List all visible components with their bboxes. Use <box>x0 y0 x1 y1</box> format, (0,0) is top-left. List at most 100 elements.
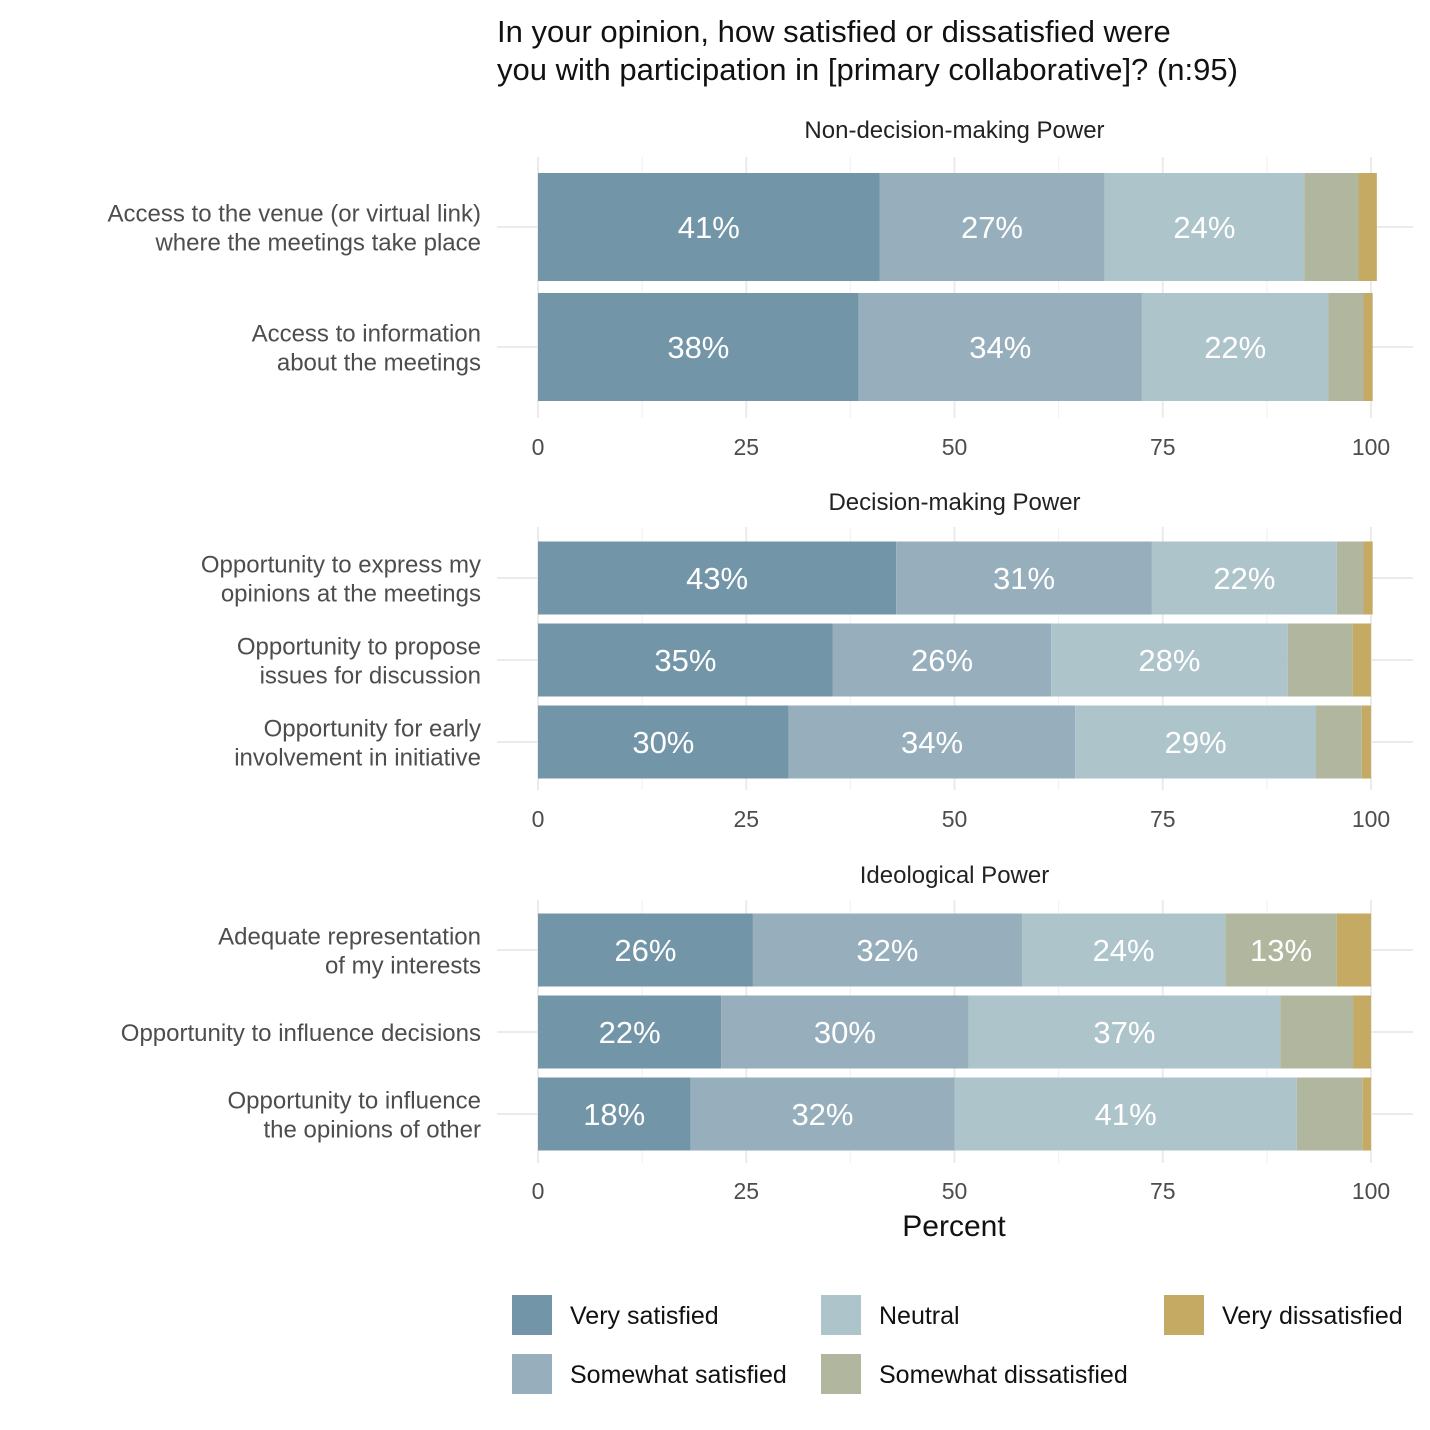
bar-segment-very-dissatisfied <box>1353 995 1371 1069</box>
x-tick-label: 25 <box>733 806 759 832</box>
bar-value-label: 43% <box>686 561 748 596</box>
facet-title: Ideological Power <box>860 862 1049 889</box>
category-label: where the meetings take place <box>154 230 481 257</box>
bar-value-label: 34% <box>969 330 1031 365</box>
category-label: the opinions of other <box>264 1117 482 1144</box>
legend-label: Very satisfied <box>570 1302 719 1330</box>
bar-segment-somewhat-dissatisfied <box>1280 995 1354 1069</box>
bar-segment-very-satisfied <box>538 623 833 697</box>
chart-title-line-1: In your opinion, how satisfied or dissat… <box>497 14 1171 49</box>
bar-value-label: 37% <box>1093 1015 1155 1050</box>
bar-segment-very-satisfied <box>538 995 722 1069</box>
facets: Non-decision-making Power 41% 27% 24% Access… <box>108 117 1413 1204</box>
x-tick-label: 75 <box>1150 806 1176 832</box>
bar-row: 43% 31% 22% <box>538 541 1373 615</box>
bar-segment-somewhat-dissatisfied <box>1296 1077 1363 1151</box>
bar-row: 41% 27% 24% <box>538 173 1377 281</box>
legend: Very satisfied Somewhat satisfied Neutral S… <box>512 1295 1403 1394</box>
x-tick-label: 100 <box>1352 1178 1390 1204</box>
bar-value-label: 31% <box>993 561 1055 596</box>
category-label: of my interests <box>325 953 481 980</box>
x-tick-label: 25 <box>733 434 759 460</box>
legend-swatch <box>512 1354 552 1394</box>
bar-segment-somewhat-satisfied <box>896 541 1152 615</box>
x-tick-label: 100 <box>1352 434 1390 460</box>
bar-segment-very-dissatisfied <box>1362 1077 1371 1151</box>
facet-title: Decision-making Power <box>828 489 1080 516</box>
legend-label: Neutral <box>879 1302 960 1330</box>
bar-row: 35% 26% 28% <box>538 623 1371 697</box>
x-tick-label: 50 <box>942 806 968 832</box>
bar-value-label: 41% <box>678 210 740 245</box>
bar-segment-very-dissatisfied <box>1336 913 1371 987</box>
bar-segment-neutral <box>1104 173 1305 281</box>
category-label: Adequate representation <box>218 924 481 951</box>
x-tick-label: 0 <box>532 1178 545 1204</box>
legend-label: Somewhat dissatisfied <box>879 1361 1128 1389</box>
bar-segment-neutral <box>954 1077 1297 1151</box>
bar-value-label: 13% <box>1250 933 1312 968</box>
category-label: involvement in initiative <box>234 745 481 772</box>
category-label: opinions at the meetings <box>221 581 481 608</box>
bar-value-label: 18% <box>583 1097 645 1132</box>
bar-segment-very-satisfied <box>538 293 859 401</box>
category-label: Opportunity to express my <box>201 552 481 579</box>
x-tick-label: 75 <box>1150 434 1176 460</box>
bar-segment-very-satisfied <box>538 913 753 987</box>
legend-swatch <box>512 1295 552 1335</box>
bar-value-label: 38% <box>667 330 729 365</box>
bar-segment-very-satisfied <box>538 705 789 779</box>
bar-value-label: 41% <box>1095 1097 1157 1132</box>
facet-decision-making-power: Decision-making Power 43% 31% 22% Opportunit… <box>201 489 1413 832</box>
bar-segment-very-dissatisfied <box>1363 293 1373 401</box>
legend-swatch <box>1164 1295 1204 1335</box>
bar-value-label: 26% <box>911 643 973 678</box>
legend-swatch <box>821 1295 861 1335</box>
legend-item-very-dissatisfied: Very dissatisfied <box>1164 1295 1403 1335</box>
bar-segment-somewhat-satisfied <box>788 705 1076 779</box>
legend-item-somewhat-satisfied: Somewhat satisfied <box>512 1354 787 1394</box>
bar-segment-somewhat-dissatisfied <box>1225 913 1337 987</box>
bar-value-label: 32% <box>791 1097 853 1132</box>
bar-segment-neutral <box>1141 293 1329 401</box>
bar-segment-somewhat-dissatisfied <box>1336 541 1364 615</box>
bar-value-label: 22% <box>599 1015 661 1050</box>
bar-segment-neutral <box>1021 913 1226 987</box>
bar-segment-very-dissatisfied <box>1358 173 1377 281</box>
facet-non-decision-making-power: Non-decision-making Power 41% 27% 24% Access… <box>108 117 1413 460</box>
legend-label: Very dissatisfied <box>1222 1302 1403 1330</box>
x-axis-title: Percent <box>902 1210 1006 1243</box>
bar-segment-somewhat-dissatisfied <box>1316 705 1362 779</box>
bar-value-label: 28% <box>1138 643 1200 678</box>
x-tick-label: 50 <box>942 434 968 460</box>
bar-segment-somewhat-satisfied <box>752 913 1022 987</box>
bar-value-label: 27% <box>961 210 1023 245</box>
legend-item-neutral: Neutral <box>821 1295 960 1335</box>
bar-row: 38% 34% 22% <box>538 293 1373 401</box>
bar-row: 30% 34% 29% <box>538 705 1371 779</box>
category-label: Access to the venue (or virtual link) <box>108 201 482 228</box>
category-label: Opportunity to influence <box>228 1088 482 1115</box>
legend-swatch <box>821 1354 861 1394</box>
x-tick-label: 0 <box>532 806 545 832</box>
legend-item-somewhat-dissatisfied: Somewhat dissatisfied <box>821 1354 1128 1394</box>
category-label: about the meetings <box>277 350 481 377</box>
facet-ideological-power: Ideological Power 26% 32% 24% 13% Adequate re… <box>121 862 1413 1204</box>
bar-segment-somewhat-dissatisfied <box>1304 173 1359 281</box>
bar-value-label: 34% <box>901 725 963 760</box>
x-tick-label: 100 <box>1352 806 1390 832</box>
bar-segment-somewhat-dissatisfied <box>1287 623 1353 697</box>
bar-segment-somewhat-dissatisfied <box>1328 293 1364 401</box>
category-label: Opportunity for early <box>264 716 481 743</box>
category-label: issues for discussion <box>260 663 481 690</box>
bar-value-label: 26% <box>614 933 676 968</box>
bar-value-label: 22% <box>1204 330 1266 365</box>
bar-value-label: 24% <box>1093 933 1155 968</box>
bar-segment-neutral <box>968 995 1281 1069</box>
facet-title: Non-decision-making Power <box>804 117 1104 144</box>
bar-value-label: 32% <box>856 933 918 968</box>
bar-row: 26% 32% 24% 13% <box>538 913 1371 987</box>
bar-segment-very-dissatisfied <box>1352 623 1371 697</box>
bar-value-label: 35% <box>654 643 716 678</box>
